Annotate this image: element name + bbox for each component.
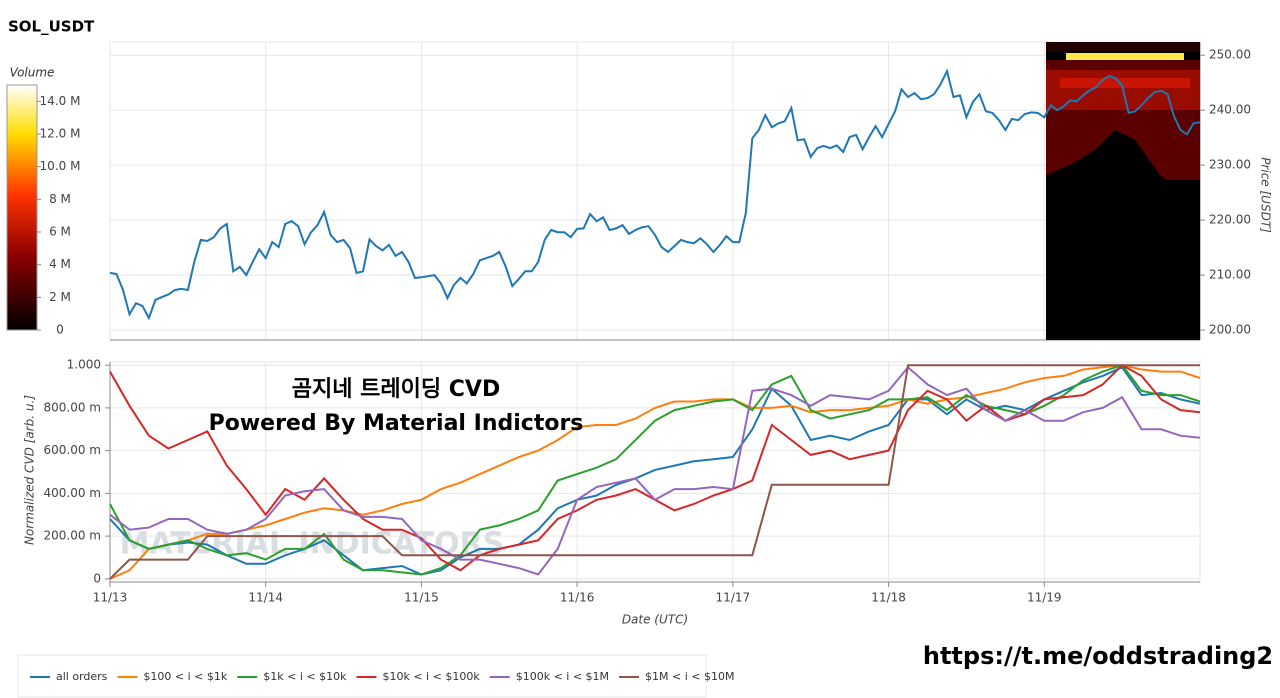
cvd-line bbox=[109, 365, 1201, 576]
y-tick-label: 200.00 m bbox=[44, 529, 102, 543]
y-tick-label: 240.00 bbox=[1209, 103, 1251, 117]
legend-label: $100k < i < $1M bbox=[516, 670, 609, 683]
x-tick-label: 11/16 bbox=[560, 591, 595, 605]
y-axis-label: Price [USDT] bbox=[1259, 157, 1273, 233]
y-tick-label: 600.00 m bbox=[44, 443, 102, 457]
legend-label: $1M < i < $10M bbox=[645, 670, 734, 683]
y-tick-label: 210.00 bbox=[1209, 268, 1251, 282]
heatmap-shadow bbox=[1046, 130, 1200, 340]
colorbar-tick-label: 10.0 M bbox=[40, 159, 81, 173]
legend-label: all orders bbox=[56, 670, 108, 683]
colorbar bbox=[6, 84, 38, 331]
heatmap-band bbox=[1046, 42, 1200, 52]
legend-label: $10k < i < $100k bbox=[382, 670, 480, 683]
y-tick-label: 220.00 bbox=[1209, 213, 1251, 227]
y-tick-label: 0 bbox=[93, 571, 101, 585]
annotation: Powered By Material Indictors bbox=[209, 411, 584, 436]
y-tick-label: 230.00 bbox=[1209, 158, 1251, 172]
y-tick-label: 1.000 bbox=[67, 358, 101, 372]
cvd-plot-area bbox=[109, 361, 1201, 583]
x-tick-label: 11/13 bbox=[93, 591, 128, 605]
x-axis-label: Date (UTC) bbox=[622, 613, 688, 627]
x-tick-label: 11/14 bbox=[248, 591, 283, 605]
price-plot-area bbox=[109, 41, 1201, 341]
colorbar-tick-label: 14.0 M bbox=[40, 94, 81, 108]
y-tick-label: 250.00 bbox=[1209, 48, 1251, 62]
heatmap-overlay bbox=[1046, 42, 1200, 340]
cvd-line bbox=[109, 364, 1201, 580]
x-tick-label: 11/19 bbox=[1027, 591, 1062, 605]
colorbar-tick-label: 4 M bbox=[49, 257, 71, 271]
cvd-line bbox=[109, 364, 1200, 580]
colorbar-tick-label: 8 M bbox=[49, 192, 71, 206]
colorbar-tick-label: 0 bbox=[56, 323, 64, 337]
x-tick-label: 11/18 bbox=[871, 591, 906, 605]
colorbar-tick-label: 6 M bbox=[49, 225, 71, 239]
x-tick-label: 11/15 bbox=[404, 591, 439, 605]
chart-title: SOL_USDT bbox=[8, 18, 95, 36]
x-tick-label: 11/17 bbox=[716, 591, 751, 605]
legend-label: $100 < i < $1k bbox=[143, 670, 227, 683]
footer-link: https://t.me/oddstrading2 bbox=[923, 642, 1273, 670]
heatmap-band bbox=[1066, 53, 1184, 60]
y-tick-label: 400.00 m bbox=[44, 486, 102, 500]
price-line bbox=[109, 68, 1201, 321]
colorbar-title: Volume bbox=[10, 66, 55, 80]
cvd-line bbox=[109, 366, 1201, 576]
annotation: 곰지네 트레이딩 CVD bbox=[292, 377, 500, 402]
y-tick-label: 200.00 bbox=[1209, 323, 1251, 337]
legend-label: $1k < i < $10k bbox=[263, 670, 347, 683]
y-axis-label: Normalized CVD [arb. u.] bbox=[23, 395, 37, 545]
colorbar-tick-label: 2 M bbox=[49, 290, 71, 304]
y-tick-label: 800.00 m bbox=[44, 400, 102, 414]
heatmap-band bbox=[1060, 78, 1190, 88]
colorbar-tick-label: 12.0 M bbox=[40, 127, 81, 141]
